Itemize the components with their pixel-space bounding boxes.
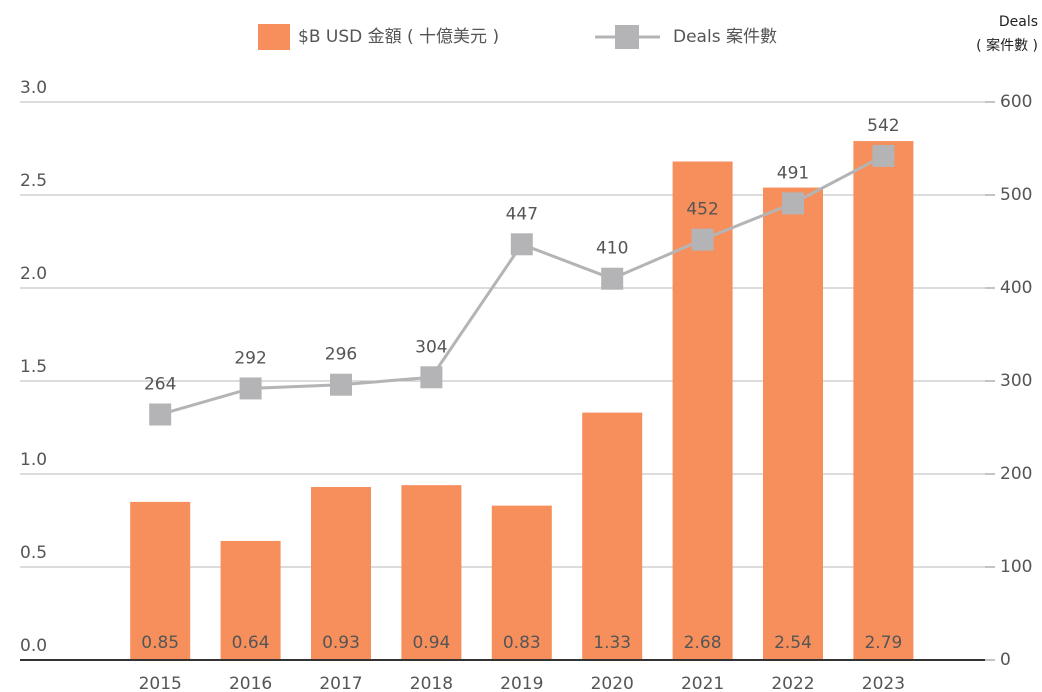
y-tick-label: 1.5 [20, 357, 47, 377]
bar [401, 485, 462, 660]
line-value-label: 410 [596, 239, 628, 259]
x-tick-label: 2018 [410, 674, 453, 692]
y2-axis-title: ( 案件數 ) [976, 37, 1038, 54]
bar-value-label: 0.85 [141, 633, 179, 653]
bar-value-label: 2.68 [684, 633, 722, 653]
line-marker [420, 366, 443, 389]
bar [311, 487, 371, 660]
line-marker [601, 267, 624, 290]
legend-label: $B USD 金額 ( 十億美元 ) [298, 27, 499, 47]
bar [220, 540, 281, 660]
bar-value-label: 0.83 [503, 633, 541, 653]
y-tick-label: 1.0 [20, 450, 47, 470]
line-marker [691, 228, 714, 251]
y2-tick-label: 400 [1000, 278, 1032, 298]
y2-tick-label: 200 [1000, 464, 1032, 484]
y2-tick-label: 500 [1000, 185, 1032, 205]
legend-label: Deals 案件數 [673, 27, 777, 47]
y2-tick-label: 100 [1000, 557, 1032, 577]
line-value-label: 264 [144, 374, 176, 394]
line-value-label: 296 [325, 345, 357, 365]
line-marker [239, 377, 262, 400]
line-value-label: 542 [867, 116, 899, 136]
x-tick-label: 2016 [229, 674, 272, 692]
y2-tick-label: 0 [1000, 650, 1011, 670]
y-tick-label: 2.0 [20, 264, 47, 284]
line-value-label: 304 [415, 337, 447, 357]
bar [582, 412, 643, 660]
x-tick-label: 2015 [139, 674, 182, 692]
bar-value-label: 2.54 [774, 633, 812, 653]
bar-value-label: 0.64 [232, 633, 270, 653]
bar [130, 501, 191, 660]
bar-value-label: 0.94 [412, 633, 450, 653]
line-value-label: 452 [686, 200, 718, 220]
y2-tick-label: 600 [1000, 92, 1032, 112]
y2-axis-title: Deals [999, 14, 1038, 30]
x-tick-label: 2019 [500, 674, 543, 692]
bar-value-label: 2.79 [864, 633, 902, 653]
x-tick-label: 2023 [862, 674, 905, 692]
x-tick-label: 2017 [319, 674, 362, 692]
bar [491, 505, 552, 660]
y-tick-label: 2.5 [20, 171, 47, 191]
line-marker [149, 403, 172, 426]
x-tick-label: 2022 [771, 674, 814, 692]
bar [763, 187, 823, 660]
y-tick-label: 0.5 [20, 543, 47, 563]
x-tick-label: 2020 [591, 674, 634, 692]
y-tick-label: 0.0 [20, 636, 47, 656]
line-marker [330, 373, 352, 396]
legend-marker [615, 25, 639, 49]
bar-value-label: 1.33 [593, 633, 631, 653]
line-marker [782, 192, 804, 215]
line-value-label: 447 [506, 204, 538, 224]
line-marker [510, 233, 533, 256]
line-value-label: 292 [234, 348, 266, 368]
bar [853, 141, 914, 660]
x-tick-label: 2021 [681, 674, 724, 692]
line-marker [872, 144, 895, 167]
line-value-label: 491 [777, 163, 809, 183]
y-tick-label: 3.0 [20, 78, 47, 98]
legend-swatch [258, 24, 290, 50]
y2-tick-label: 300 [1000, 371, 1032, 391]
bar-value-label: 0.93 [322, 633, 360, 653]
